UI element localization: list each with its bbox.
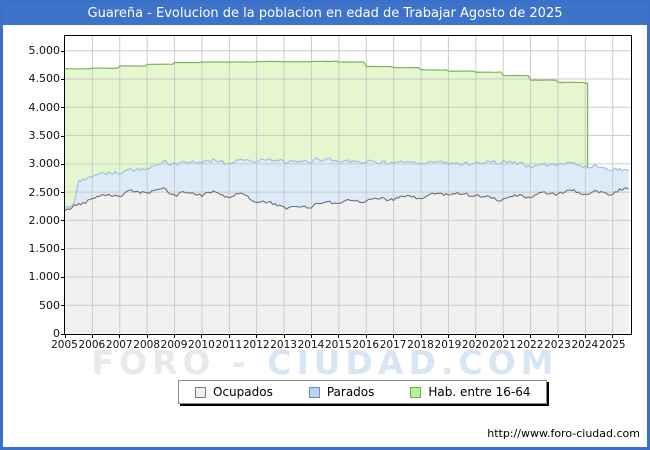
- legend-item-parados: Parados: [308, 385, 375, 399]
- hab-swatch-icon: [410, 386, 422, 398]
- y-tick-label: 0: [53, 327, 60, 340]
- chart-plot-area: [64, 35, 632, 335]
- series-hab-line: [65, 60, 589, 168]
- x-tickmark: [530, 335, 532, 338]
- ocupados-swatch-icon: [195, 386, 206, 398]
- watermark-sep: -: [215, 343, 268, 382]
- legend: Ocupados Parados Hab. entre 16-64: [178, 380, 548, 404]
- x-tickmark: [612, 335, 614, 338]
- watermark-foro: FORO: [91, 343, 216, 382]
- x-tickmark: [475, 335, 477, 338]
- series-ocupados-fill: [65, 187, 629, 334]
- legend-label-hab: Hab. entre 16-64: [428, 385, 531, 399]
- x-tickmark: [256, 335, 258, 338]
- y-tick-label: 5.000: [28, 44, 61, 58]
- x-tickmark: [420, 335, 422, 338]
- x-tickmark: [201, 335, 203, 338]
- y-tick-label: 2.500: [28, 185, 61, 199]
- y-tick-label: 3.500: [28, 129, 61, 143]
- x-tickmark: [393, 335, 395, 338]
- x-tickmark: [119, 335, 121, 338]
- legend-item-ocupados: Ocupados: [195, 385, 273, 399]
- x-tickmark: [338, 335, 340, 338]
- x-tickmark: [146, 335, 148, 338]
- x-tickmark: [584, 335, 586, 338]
- y-tick-label: 3.000: [28, 157, 61, 171]
- x-tickmark: [557, 335, 559, 338]
- legend-item-hab: Hab. entre 16-64: [410, 385, 530, 399]
- x-tickmark: [283, 335, 285, 338]
- y-tick-label: 4.500: [28, 72, 61, 86]
- legend-label-ocupados: Ocupados: [213, 385, 273, 399]
- x-tickmark: [91, 335, 93, 338]
- chart-svg: [65, 36, 631, 334]
- x-tickmark: [365, 335, 367, 338]
- x-tickmark: [447, 335, 449, 338]
- series-parados-line: [65, 157, 630, 209]
- watermark-ciudad: CIUDAD.COM: [267, 343, 559, 382]
- footer-url-link[interactable]: http://www.foro-ciudad.com: [487, 427, 640, 440]
- x-tickmark: [64, 335, 66, 338]
- series-ocupados-line: [65, 187, 629, 212]
- watermark: FORO - CIUDAD.COM: [3, 343, 647, 382]
- x-tickmark: [502, 335, 504, 338]
- legend-label-parados: Parados: [326, 385, 375, 399]
- x-tickmark: [174, 335, 175, 338]
- x-tickmark: [311, 335, 312, 338]
- y-tick-label: 500: [39, 298, 60, 312]
- page-title: Guareña - Evolucion de la poblacion en e…: [87, 6, 563, 21]
- parados-swatch-icon: [308, 386, 320, 398]
- x-tickmark: [228, 335, 230, 338]
- title-bar: Guareña - Evolucion de la poblacion en e…: [3, 3, 647, 25]
- y-tick-label: 1.500: [28, 242, 61, 256]
- y-tick-label: 4.000: [28, 100, 61, 114]
- y-tick-label: 2.000: [28, 213, 61, 227]
- y-tick-label: 1.000: [28, 270, 61, 284]
